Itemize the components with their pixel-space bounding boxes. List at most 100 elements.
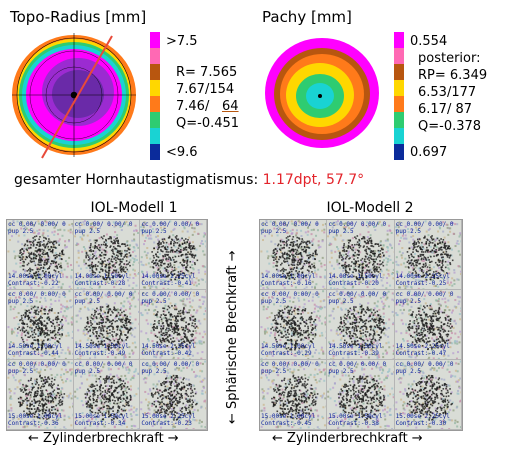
cell-footer-line-2: Contrast:-0.20 xyxy=(328,280,379,287)
iol-model-1-title: IOL-Modell 1 xyxy=(90,200,178,216)
pachy-legend-q: Q=-0.378 xyxy=(418,119,482,134)
iol-model-1-cell: cc 0.00/ 0.00/ 0 pup 2.5 14.00se 1.00cyl Co… xyxy=(7,220,74,290)
iol-model-2-grid: cc 0.00/ 0.00/ 0 pup 2.5 14.00se 1.00cyl Co… xyxy=(259,219,463,431)
cell-footer-line-1: 14.50se 2.25cyl xyxy=(141,343,196,350)
cell-footer-line-2: Contrast:-0.49 xyxy=(74,350,126,357)
cell-footer-line-2: Contrast:-0.47 xyxy=(395,350,447,357)
iol-model-2-cell: cc 0.00/ 0.00/ 0 pup 2.5 15.00se 2.25cyl Co… xyxy=(394,360,462,430)
psf-image xyxy=(394,220,461,289)
cell-header-line-2: pup 2.5 xyxy=(141,368,167,375)
cell-header-line-1: cc 0.00/ 0.00/ 0 xyxy=(74,221,133,228)
cell-header-line-1: cc 0.00/ 0.00/ 0 xyxy=(328,221,387,228)
psf-image xyxy=(327,290,394,359)
astigmatism-line: gesamter Hornhautastigmatismus: 1.17dpt,… xyxy=(14,172,364,188)
cell-header-line-1: cc 0.00/ 0.00/ 0 xyxy=(141,361,200,368)
cell-header-line-2: pup 2.5 xyxy=(8,368,34,375)
iol-model-1-cell: cc 0.00/ 0.00/ 0 pup 2.5 14.00se 1.50cyl Co… xyxy=(73,220,141,290)
cell-footer-line-2: Contrast:-0.29 xyxy=(261,350,312,357)
psf-image xyxy=(140,220,206,289)
pachy-map xyxy=(265,38,379,148)
cell-header-line-2: pup 2.5 xyxy=(74,298,100,305)
cell-footer-line-1: 14.00se 1.00cyl xyxy=(8,273,63,280)
cell-footer-line-2: Contrast:-0.30 xyxy=(395,420,447,427)
cell-header-line-1: cc 0.00/ 0.00/ 0 xyxy=(328,361,387,368)
iol-model-2-cell: cc 0.00/ 0.00/ 0 pup 2.5 14.00se 2.25cyl Co… xyxy=(394,220,462,290)
cell-header-line-2: pup 2.5 xyxy=(328,298,354,305)
cell-header-line-2: pup 2.5 xyxy=(395,368,421,375)
topo-legend-steep: 7.67/154 xyxy=(176,82,235,97)
psf-image xyxy=(73,220,140,289)
cell-footer-line-1: 14.50se 1.00cyl xyxy=(8,343,63,350)
horizontal-axis-label-2: ← Zylinderbrechkraft → xyxy=(272,431,423,446)
cell-footer-line-1: 14.50se 1.00cyl xyxy=(261,343,316,350)
iol-model-2-cell: cc 0.00/ 0.00/ 0 pup 2.5 14.50se 2.25cyl Co… xyxy=(394,290,462,360)
cell-header-line-2: pup 2.5 xyxy=(74,228,100,235)
cell-header-line-2: pup 2.5 xyxy=(261,368,287,375)
topo-legend-top: >7.5 xyxy=(166,34,198,49)
psf-image xyxy=(140,290,206,359)
cell-header-line-1: cc 0.00/ 0.00/ 0 xyxy=(395,361,454,368)
iol-model-1-cell: cc 0.00/ 0.00/ 0 pup 2.5 14.00se 2.25cyl Co… xyxy=(140,220,207,290)
cell-footer-line-1: 14.00se 2.25cyl xyxy=(395,273,450,280)
iol-model-1-cell: cc 0.00/ 0.00/ 0 pup 2.5 15.00se 2.25cyl Co… xyxy=(140,360,207,430)
cell-footer-line-2: Contrast:-0.39 xyxy=(328,350,379,357)
cell-header-line-1: cc 0.00/ 0.00/ 0 xyxy=(74,291,133,298)
cell-footer-line-1: 14.50se 2.25cyl xyxy=(395,343,450,350)
cell-header-line-2: pup 2.5 xyxy=(395,228,421,235)
iol-model-1-cell: cc 0.00/ 0.00/ 0 pup 2.5 15.00se 1.00cyl Co… xyxy=(7,360,74,430)
psf-image xyxy=(327,220,394,289)
cell-header-line-2: pup 2.5 xyxy=(328,368,354,375)
cell-footer-line-1: 15.00se 1.50cyl xyxy=(74,413,129,420)
cell-footer-line-1: 15.00se 2.25cyl xyxy=(395,413,450,420)
cell-footer-line-1: 15.00se 1.50cyl xyxy=(328,413,383,420)
psf-image xyxy=(260,360,327,429)
horizontal-axis-label-1: ← Zylinderbrechkraft → xyxy=(28,431,179,446)
cell-header-line-2: pup 2.5 xyxy=(261,228,287,235)
cell-footer-line-1: 15.00se 1.00cyl xyxy=(261,413,316,420)
cell-header-line-1: cc 0.00/ 0.00/ 0 xyxy=(328,291,387,298)
psf-image xyxy=(260,220,327,289)
topo-radius-title: Topo-Radius [mm] xyxy=(10,8,147,26)
iol-model-2-cell: cc 0.00/ 0.00/ 0 pup 2.5 15.00se 1.50cyl Co… xyxy=(327,360,395,430)
cell-footer-line-2: Contrast:-0.34 xyxy=(74,420,126,427)
pachy-legend-top: 0.554 xyxy=(410,34,448,49)
psf-image xyxy=(394,360,461,429)
cell-footer-line-2: Contrast:-0.16 xyxy=(261,280,312,287)
iol-model-1-grid: cc 0.00/ 0.00/ 0 pup 2.5 14.00se 1.00cyl Co… xyxy=(6,219,208,431)
cell-footer-line-2: Contrast:-0.28 xyxy=(74,280,126,287)
cell-header-line-1: cc 0.00/ 0.00/ 0 xyxy=(395,221,454,228)
cell-header-line-2: pup 2.5 xyxy=(141,298,167,305)
iol-model-2-cell: cc 0.00/ 0.00/ 0 pup 2.5 14.00se 1.50cyl Co… xyxy=(327,220,395,290)
cell-footer-line-1: 14.00se 2.25cyl xyxy=(141,273,196,280)
cell-footer-line-1: 14.50se 1.50cyl xyxy=(328,343,383,350)
cell-footer-line-2: Contrast:-0.44 xyxy=(8,350,59,357)
iol-model-2-title: IOL-Modell 2 xyxy=(326,200,414,216)
pachy-title: Pachy [mm] xyxy=(262,8,352,26)
psf-image xyxy=(7,360,73,429)
psf-image xyxy=(140,360,206,429)
cell-header-line-1: cc 0.00/ 0.00/ 0 xyxy=(8,291,66,298)
cell-footer-line-2: Contrast:-0.23 xyxy=(141,420,192,427)
topo-legend-flat: 7.46/ xyxy=(176,99,210,114)
cell-footer-line-2: Contrast:-0.38 xyxy=(328,420,379,427)
cell-header-line-2: pup 2.5 xyxy=(395,298,421,305)
cell-header-line-1: cc 0.00/ 0.00/ 0 xyxy=(261,291,319,298)
cell-header-line-1: cc 0.00/ 0.00/ 0 xyxy=(74,361,133,368)
topo-radius-map xyxy=(12,33,136,159)
cell-header-line-1: cc 0.00/ 0.00/ 0 xyxy=(141,291,200,298)
iol-model-1-cell: cc 0.00/ 0.00/ 0 pup 2.5 14.50se 1.50cyl Co… xyxy=(73,290,141,360)
cell-header-line-1: cc 0.00/ 0.00/ 0 xyxy=(8,221,66,228)
iol-model-2-cell: cc 0.00/ 0.00/ 0 pup 2.5 14.00se 1.00cyl Co… xyxy=(260,220,328,290)
astigmatism-value: 1.17dpt, 57.7° xyxy=(262,172,365,188)
cell-footer-line-1: 15.00se 1.00cyl xyxy=(8,413,63,420)
vertical-axis-label: ← Sphärische Brechkraft → xyxy=(225,250,240,424)
pachy-legend-flat: 6.17/ 87 xyxy=(418,102,472,117)
cell-header-line-2: pup 2.5 xyxy=(74,368,100,375)
iol-model-1-cell: cc 0.00/ 0.00/ 0 pup 2.5 14.50se 1.00cyl Co… xyxy=(7,290,74,360)
psf-image xyxy=(73,290,140,359)
cell-footer-line-1: 14.50se 1.50cyl xyxy=(74,343,129,350)
iol-model-2-cell: cc 0.00/ 0.00/ 0 pup 2.5 14.50se 1.00cyl Co… xyxy=(260,290,328,360)
pachy-legend-bar xyxy=(394,32,404,160)
pachy-legend-posterior: posterior: xyxy=(418,51,481,66)
topo-legend-flat-axis: 64 xyxy=(222,99,239,114)
